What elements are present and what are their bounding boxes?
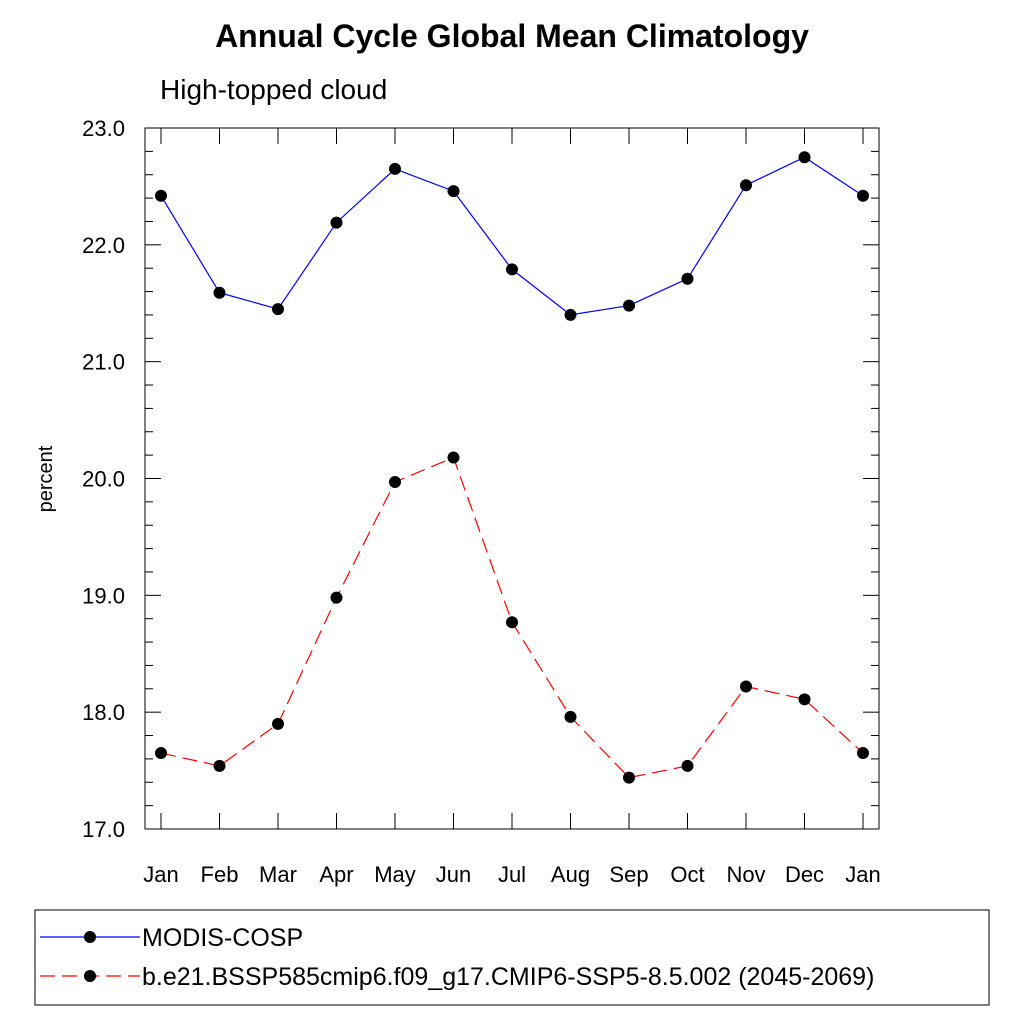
series-0-point — [389, 162, 401, 175]
series-0-point — [506, 263, 518, 276]
series-1-point — [389, 476, 401, 489]
series-0-point — [740, 179, 752, 192]
legend-marker-modis — [84, 931, 96, 943]
series-line-0 — [160, 156, 864, 316]
series-0-point — [564, 308, 577, 321]
series-1-point — [857, 747, 869, 760]
series-0-point — [330, 216, 343, 229]
y-tick-label: 23.0 — [82, 116, 125, 141]
legend-label-model: b.e21.BSSP585cmip6.f09_g17.CMIP6-SSP5-8.… — [142, 963, 874, 991]
x-tick-label: Aug — [551, 862, 590, 887]
y-tick-label: 18.0 — [82, 700, 125, 725]
series-0-point — [272, 303, 284, 316]
y-tick-label: 22.0 — [82, 233, 125, 258]
chart-title: Annual Cycle Global Mean Climatology — [215, 18, 809, 54]
series-1-point — [564, 710, 577, 723]
legend-box — [34, 909, 990, 1006]
series-0-point — [155, 189, 167, 202]
y-tick-label: 17.0 — [82, 817, 125, 842]
series-0-point — [857, 189, 869, 202]
series-0-point — [213, 286, 226, 299]
x-tick-label: May — [374, 862, 416, 887]
x-tick-label: Apr — [319, 862, 353, 887]
x-tick-label: Oct — [670, 862, 704, 887]
y-tick-label: 20.0 — [82, 467, 125, 492]
plot-frame — [144, 127, 880, 830]
series-0-point — [798, 151, 811, 164]
series-1-point — [506, 616, 518, 629]
x-tick-label: Jun — [436, 862, 471, 887]
series-0-point — [623, 299, 635, 312]
legend-marker-model — [84, 970, 96, 982]
series-0-point — [447, 185, 460, 198]
x-tick-label: Mar — [259, 862, 297, 887]
series-1-point — [623, 771, 635, 784]
chart-subtitle: High-topped cloud — [160, 74, 387, 105]
series-1-point — [447, 451, 460, 464]
x-tick-label: Jan — [845, 862, 880, 887]
x-tick-label: Sep — [609, 862, 648, 887]
series-1-point — [213, 759, 226, 772]
series-1-point — [272, 717, 284, 730]
legend: MODIS-COSP b.e21.BSSP585cmip6.f09_g17.CM… — [34, 909, 990, 1006]
series-1-point — [798, 693, 811, 706]
series-1-point — [740, 680, 752, 693]
x-tick-label: Jan — [143, 862, 178, 887]
y-axis-label: percent — [35, 445, 57, 512]
x-tick-label: Nov — [726, 862, 765, 887]
series-1-point — [155, 747, 167, 760]
y-tick-label: 21.0 — [82, 350, 125, 375]
legend-label-modis: MODIS-COSP — [142, 924, 303, 952]
series-1-point — [681, 759, 694, 772]
x-tick-label: Feb — [201, 862, 239, 887]
x-tick-label: Jul — [498, 862, 526, 887]
y-tick-label: 19.0 — [82, 583, 125, 608]
axes: 17.0 18.0 19.0 20.0 21.0 22.0 23.0 Jan Feb Mar Apr… — [82, 116, 881, 887]
series-0-point — [681, 272, 694, 285]
series-layer — [155, 151, 869, 784]
series-1-point — [330, 591, 343, 604]
x-tick-label: Dec — [785, 862, 824, 887]
